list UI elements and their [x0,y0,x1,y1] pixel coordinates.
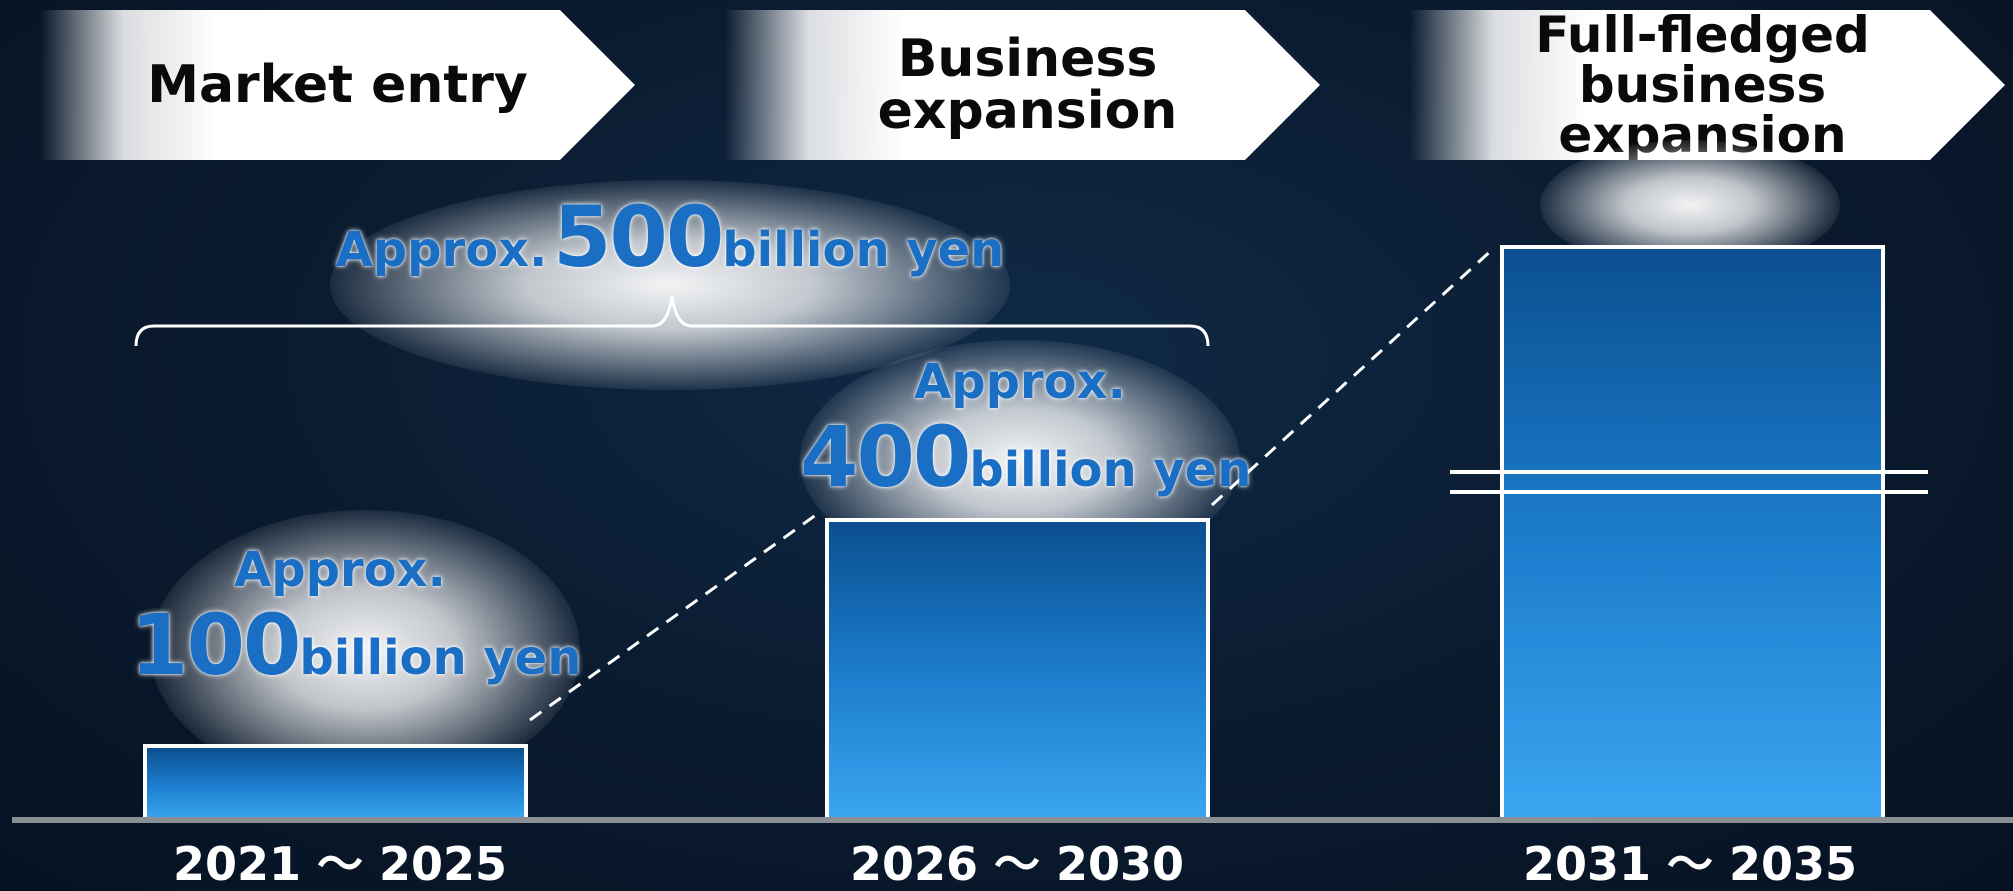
data-label-bar-1: Approx. 100billion yen [130,540,581,690]
glow-cumulative [330,180,1010,390]
connector-line-1-2 [529,510,821,722]
axis-break-line-top [1450,470,1928,474]
bar-2021-2025 [143,744,528,820]
data-label-unit: billion yen [969,442,1252,498]
phase-label: Full-fledged business expansion [1450,10,1955,160]
glow-bar-1 [150,510,580,790]
phase-arrow-business-expansion: Business expansion [725,10,1320,160]
cumulative-label-prefix: Approx. [335,222,548,278]
data-label-bar-2: Approx. 400billion yen [800,352,1251,502]
x-tick-label-2021-2025: 2021 ～ 2025 [172,837,508,891]
bar-2026-2030 [825,518,1210,820]
x-tick-label-2026-2030: 2026 ～ 2030 [849,837,1185,891]
connector-line-2-3 [1210,246,1496,507]
cumulative-label: Approx. 500billion yen [330,192,1010,282]
phase-arrow-market-entry: Market entry [40,10,635,160]
cumulative-label-number: 500 [552,188,724,286]
phase-arrow-full-fledged-expansion: Full-fledged business expansion [1410,10,2005,160]
phase-label: Market entry [147,55,528,115]
cumulative-brace [134,295,1210,347]
phase-label-line-1: Full-fledged [1535,6,1870,64]
axis-break-line-bottom [1450,490,1928,494]
data-label-unit: billion yen [299,630,582,686]
data-label-number: 100 [130,596,301,694]
bar-2031-2035 [1500,245,1885,820]
cumulative-label-unit: billion yen [722,222,1005,278]
data-label-prefix: Approx. [234,542,446,598]
x-tick-label-2031-2035: 2031 ～ 2035 [1522,837,1858,891]
data-label-prefix: Approx. [914,354,1126,410]
data-label-number: 400 [800,408,971,506]
x-axis-baseline [12,817,2013,823]
phase-label: Business expansion [877,29,1178,141]
